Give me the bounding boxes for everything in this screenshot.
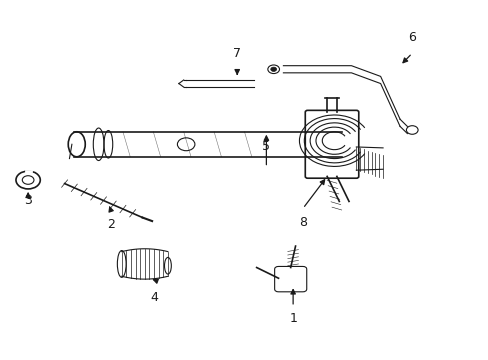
- Circle shape: [270, 67, 276, 71]
- Text: 1: 1: [288, 312, 296, 325]
- Text: 8: 8: [298, 216, 306, 229]
- Text: 7: 7: [233, 47, 241, 60]
- Text: 2: 2: [107, 217, 115, 230]
- Text: 4: 4: [150, 291, 158, 304]
- Text: 3: 3: [24, 194, 32, 207]
- Text: 5: 5: [262, 140, 270, 153]
- Text: 6: 6: [407, 31, 415, 44]
